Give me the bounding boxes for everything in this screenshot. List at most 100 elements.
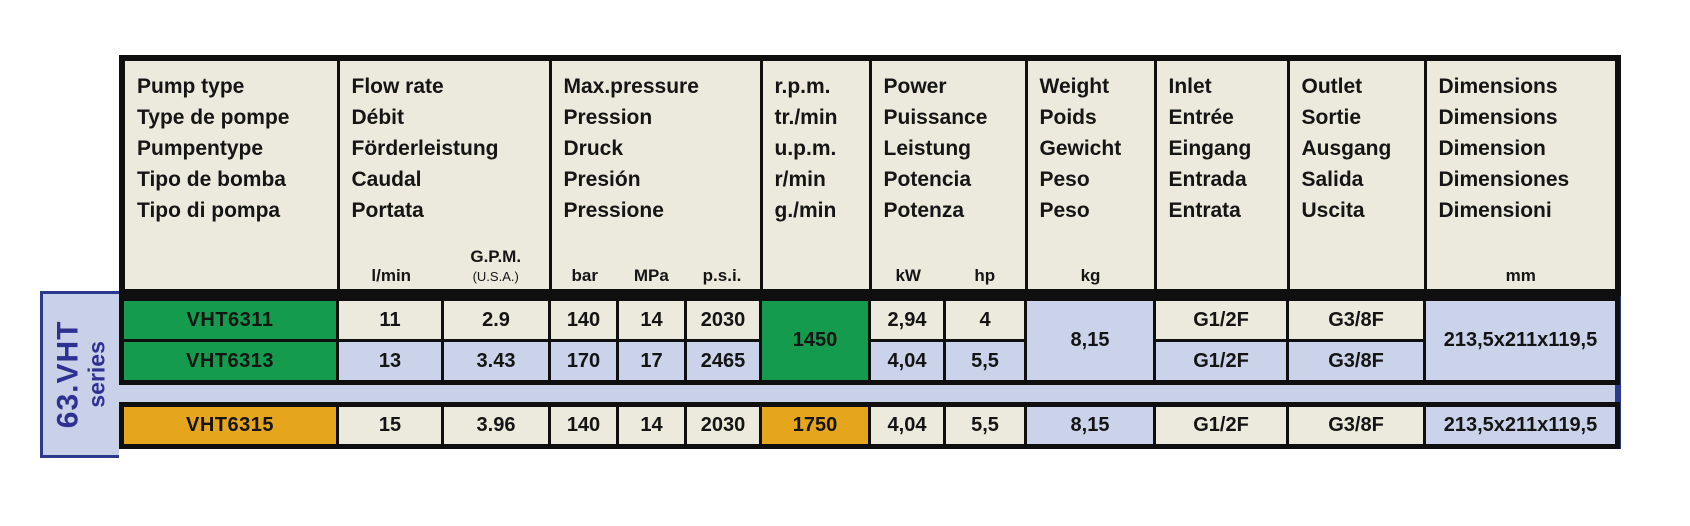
series-subtitle: series (83, 341, 110, 408)
cell-vht6315-model: VHT6315 (120, 403, 339, 448)
cell-group-weight: 8,15 (1024, 297, 1156, 384)
series-title: 63.VHT (51, 320, 85, 429)
cell-vht6313-mpa: 17 (616, 339, 687, 384)
header-labels: Weight Poids Gewicht Peso Peso (1028, 61, 1154, 226)
header-label-line: Pression (563, 106, 653, 129)
header-outlet: Outlet Sortie Ausgang Salida Uscita (1286, 56, 1427, 294)
header-dimensions: Dimensions Dimensions Dimension Dimensio… (1423, 56, 1618, 294)
row-vht6313: VHT6313 13 3.43 170 17 2465 4,04 5,5 G1/… (120, 339, 1618, 384)
header-label-line: tr./min (774, 106, 838, 129)
header-weight: Weight Poids Gewicht Peso Peso kg (1024, 56, 1157, 294)
cell-vht6311-lmin: 11 (336, 297, 444, 342)
header-label-line: Dimensiones (1438, 168, 1570, 191)
cell-vht6311-bar: 140 (548, 297, 619, 342)
unit-lmin: l/min (371, 266, 412, 285)
header-units (125, 226, 337, 289)
pump-spec-table: Pump type Type de pompe Pumpentype Tipo … (119, 55, 1621, 449)
cell-vht6311-inlet: G1/2F (1153, 297, 1289, 342)
unit-gpm: G.P.M. (470, 247, 522, 266)
header-label-line: Outlet (1301, 75, 1363, 98)
cell-vht6315-bar: 140 (548, 403, 619, 448)
header-table: Pump type Type de pompe Pumpentype Tipo … (119, 55, 1621, 296)
cell-vht6313-gpm: 3.43 (441, 339, 551, 384)
unit-gpm-note: (U.S.A.) (472, 269, 519, 284)
header-label-line: Entrée (1168, 106, 1234, 129)
rows-1450-block: VHT6311 11 2.9 140 14 2030 1450 2,94 4 8… (119, 296, 1620, 385)
header-label-line: Puissance (883, 106, 988, 129)
header-label-line: Entrada (1168, 168, 1247, 191)
row-vht6311: VHT6311 11 2.9 140 14 2030 1450 2,94 4 8… (120, 297, 1618, 384)
unit-gpm-stack: G.P.M. (U.S.A.) (443, 247, 549, 284)
header-label-line: Tipo de bomba (137, 168, 286, 191)
header-labels: Flow rate Débit Förderleistung Caudal Po… (340, 61, 549, 226)
cell-vht6311-mpa: 14 (616, 297, 687, 342)
header-units: kW hp (872, 226, 1025, 289)
header-label-line: Sortie (1301, 106, 1362, 129)
header-label-line: Dimensions (1438, 106, 1558, 129)
header-label-line: Förderleistung (351, 137, 499, 160)
header-label-line: g./min (774, 199, 837, 222)
header-label-line: Salida (1301, 168, 1364, 191)
header-labels: Outlet Sortie Ausgang Salida Uscita (1290, 61, 1424, 226)
cell-group-dimensions: 213,5x211x119,5 (1423, 297, 1618, 384)
header-labels: Inlet Entrée Eingang Entrada Entrata (1157, 61, 1287, 226)
header-label-line: Uscita (1301, 199, 1365, 222)
cell-vht6311-model: VHT6311 (120, 297, 339, 342)
header-units: l/min G.P.M. (U.S.A.) (340, 226, 549, 289)
cell-vht6313-kw: 4,04 (868, 339, 946, 384)
header-label-line: Ausgang (1301, 137, 1392, 160)
header-labels: Dimensions Dimensions Dimension Dimensio… (1427, 61, 1616, 226)
cell-vht6315-mpa: 14 (616, 403, 687, 448)
header-label-line: Dimensions (1438, 75, 1558, 98)
header-units (763, 226, 869, 289)
header-rpm: r.p.m. tr./min u.p.m. r/min g./min (759, 56, 872, 294)
header-label-line: Flow rate (351, 75, 444, 98)
header-label-line: Peso (1039, 199, 1090, 222)
header-label-line: Inlet (1168, 75, 1212, 98)
cell-vht6315-hp: 5,5 (943, 403, 1027, 448)
header-label-line: Potenza (883, 199, 965, 222)
header-label-line: Tipo di pompa (137, 199, 281, 222)
header-label-line: Druck (563, 137, 624, 160)
header-label-line: Poids (1039, 106, 1097, 129)
unit-kw: kW (895, 266, 921, 285)
cell-vht6311-psi: 2030 (684, 297, 762, 342)
header-label-line: Eingang (1168, 137, 1252, 160)
cell-vht6313-bar: 170 (548, 339, 619, 384)
header-label-line: Dimension (1438, 137, 1546, 160)
series-band-label: 63.VHT series (51, 320, 110, 429)
header-labels: Pump type Type de pompe Pumpentype Tipo … (125, 61, 337, 226)
series-gap-band (119, 385, 1615, 402)
header-label-line: u.p.m. (774, 137, 837, 160)
header-label-line: Max.pressure (563, 75, 699, 98)
series-band: 63.VHT series (40, 291, 119, 458)
cell-vht6313-inlet: G1/2F (1153, 339, 1289, 384)
unit-kg: kg (1080, 266, 1101, 285)
header-units: kg (1028, 226, 1154, 289)
header-max-pressure: Max.pressure Pression Druck Presión Pres… (548, 56, 763, 294)
cell-vht6315-weight: 8,15 (1024, 403, 1156, 448)
header-label-line: Portata (351, 199, 424, 222)
header-label-line: r.p.m. (774, 75, 831, 98)
cell-vht6315-kw: 4,04 (868, 403, 946, 448)
row-vht6315: VHT6315 15 3.96 140 14 2030 1750 4,04 5,… (120, 403, 1618, 448)
cell-vht6313-outlet: G3/8F (1286, 339, 1425, 384)
header-units: mm (1427, 226, 1616, 289)
header-label-line: Peso (1039, 168, 1090, 191)
cell-vht6315-rpm: 1750 (759, 403, 871, 448)
cell-vht6313-model: VHT6313 (120, 339, 339, 384)
header-labels: r.p.m. tr./min u.p.m. r/min g./min (763, 61, 869, 226)
cell-vht6311-hp: 4 (943, 297, 1027, 342)
header-label-line: Pumpentype (137, 137, 264, 160)
unit-hp: hp (974, 266, 996, 285)
cell-vht6311-gpm: 2.9 (441, 297, 551, 342)
header-pump-type: Pump type Type de pompe Pumpentype Tipo … (120, 56, 340, 294)
cell-vht6313-lmin: 13 (336, 339, 444, 384)
cell-vht6311-outlet: G3/8F (1286, 297, 1426, 342)
header-label-line: Potencia (883, 168, 972, 191)
header-units: bar MPa p.s.i. (552, 226, 760, 289)
header-label-line: Power (883, 75, 947, 98)
header-units (1290, 226, 1424, 289)
header-row: Pump type Type de pompe Pumpentype Tipo … (120, 56, 1618, 294)
header-labels: Max.pressure Pression Druck Presión Pres… (552, 61, 760, 226)
